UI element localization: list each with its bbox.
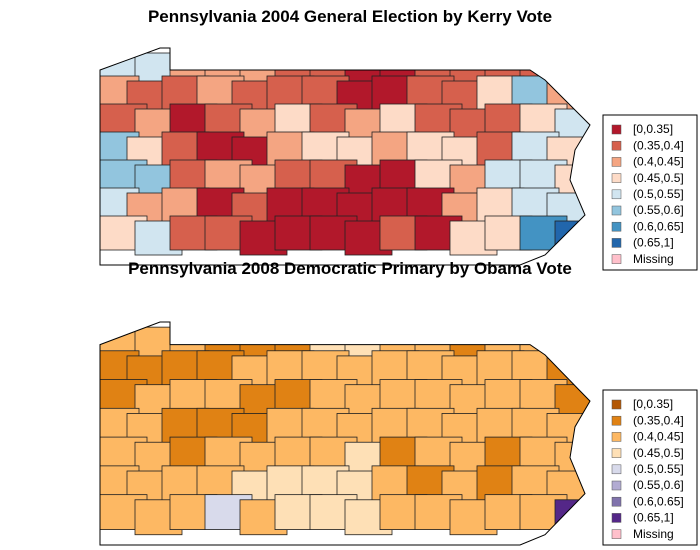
legend-swatch (611, 124, 622, 135)
legend-label: (0.4,0.45] (633, 155, 684, 169)
legend-label: (0.5,0.55] (633, 462, 684, 476)
county (554, 52, 590, 88)
legend-label: (0.55,0.6] (633, 203, 684, 217)
legend-label: Missing (633, 527, 674, 541)
map-title: Pennsylvania 2008 Democratic Primary by … (128, 259, 572, 278)
legend-label: (0.35,0.4] (633, 413, 684, 427)
map (99, 321, 591, 546)
legend-swatch (611, 513, 622, 523)
legend-swatch (611, 140, 622, 151)
legend-swatch (611, 173, 622, 183)
map (99, 47, 591, 266)
legend-label: (0.35,0.4] (633, 138, 684, 152)
legend-swatch (611, 464, 622, 475)
legend-label: (0.5,0.55] (633, 187, 684, 201)
legend-label: (0.65,1] (633, 236, 674, 250)
counties (100, 322, 590, 536)
map-title: Pennsylvania 2004 General Election by Ke… (148, 7, 552, 26)
legend-swatch (611, 496, 622, 507)
legend-label: (0.6,0.65] (633, 219, 684, 233)
legend-label: (0.45,0.5] (633, 171, 684, 185)
legend-swatch (611, 432, 622, 442)
legend-swatch (611, 480, 622, 491)
legend-label: (0.45,0.5] (633, 446, 684, 460)
state-outline (99, 321, 591, 546)
legend-swatch (611, 205, 622, 216)
legend-swatch (611, 189, 622, 200)
legend-swatch (611, 399, 622, 410)
legend-swatch (611, 448, 622, 458)
legend-swatch (611, 415, 622, 426)
legend-label: (0.6,0.65] (633, 494, 684, 508)
county (554, 326, 590, 363)
legend-swatch (611, 157, 622, 167)
legend-label: (0.65,1] (633, 511, 674, 525)
legend-label: (0.4,0.45] (633, 430, 684, 444)
state-outline (99, 47, 591, 266)
legend-label: Missing (633, 252, 674, 266)
legend-label: (0.55,0.6] (633, 478, 684, 492)
legend-swatch (611, 529, 622, 539)
legend-label: [0,0.35] (633, 397, 673, 411)
legend-swatch (611, 254, 622, 264)
counties (100, 48, 590, 256)
legend-label: [0,0.35] (633, 122, 673, 136)
legend-swatch (611, 238, 622, 248)
legend-swatch (611, 221, 622, 232)
